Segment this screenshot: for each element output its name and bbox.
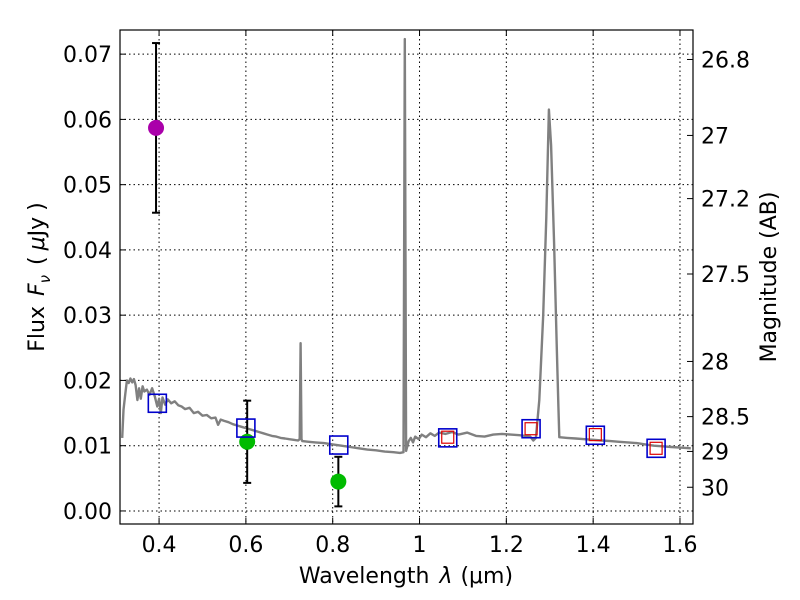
y-tick-label: 0.00: [63, 500, 112, 525]
plot-frame: [119, 29, 694, 525]
marker-layer: [147, 42, 666, 508]
hst-band-flux-point: [649, 441, 663, 455]
mag-tick-label: 29: [701, 440, 729, 465]
observed-uv-point: [148, 119, 165, 136]
y-tick-label: 0.01: [63, 435, 112, 460]
x-tick-label: 0.4: [142, 533, 177, 558]
x-tick-label: 0.8: [315, 533, 350, 558]
mag-tick-label: 28.5: [701, 406, 750, 431]
sed-model-line: [121, 37, 691, 455]
y-axis-label: FluxFν(μJy): [25, 202, 54, 351]
mag-tick-label: 27.5: [701, 263, 750, 288]
model-band-flux-point: [521, 418, 541, 439]
mag-tick-label: 27: [701, 124, 729, 149]
observed-detection-point: [239, 433, 256, 450]
model-band-flux-point: [147, 393, 168, 414]
mag-tick-label: 28: [701, 350, 729, 375]
sed-model-layer: [121, 37, 691, 455]
mag-tick-label: 26.8: [701, 48, 750, 73]
model-band-flux-point: [328, 435, 349, 455]
x-axis-label: Wavelength λ (μm): [299, 564, 513, 589]
y-tick-label: 0.05: [63, 174, 112, 199]
hst-band-flux-point: [441, 430, 455, 444]
x-tick-label: 1.6: [662, 533, 697, 558]
model-band-flux-point: [236, 418, 256, 438]
tick-layer: 0.4 0.6 0.8 1 1.2 1.4 1.6 0.00 0.01 0.02 0.03 0.04 0…: [63, 30, 750, 558]
y-tick-label: 0.03: [63, 304, 112, 329]
mag-tick-label: 27.2: [701, 188, 750, 213]
hst-band-flux-point: [588, 427, 602, 442]
x-tick-label: 1.2: [489, 533, 524, 558]
model-band-flux-point: [646, 438, 666, 459]
x-tick-label: 1.4: [576, 533, 611, 558]
y2-axis-label: Magnitude (AB): [757, 192, 782, 363]
grid: [120, 30, 693, 524]
x-tick-label: 1: [413, 533, 427, 558]
hst-band-flux-point: [524, 422, 538, 436]
observed-detection-point: [330, 473, 347, 490]
model-band-flux-point: [437, 428, 458, 448]
y-tick-label: 0.02: [63, 369, 112, 394]
mag-tick-label: 30: [701, 476, 729, 501]
x-tick-label: 0.6: [228, 533, 263, 558]
y-tick-label: 0.06: [63, 108, 112, 133]
y-tick-label: 0.04: [63, 239, 112, 264]
y-tick-label: 0.07: [63, 43, 112, 68]
model-band-flux-point: [585, 425, 606, 446]
